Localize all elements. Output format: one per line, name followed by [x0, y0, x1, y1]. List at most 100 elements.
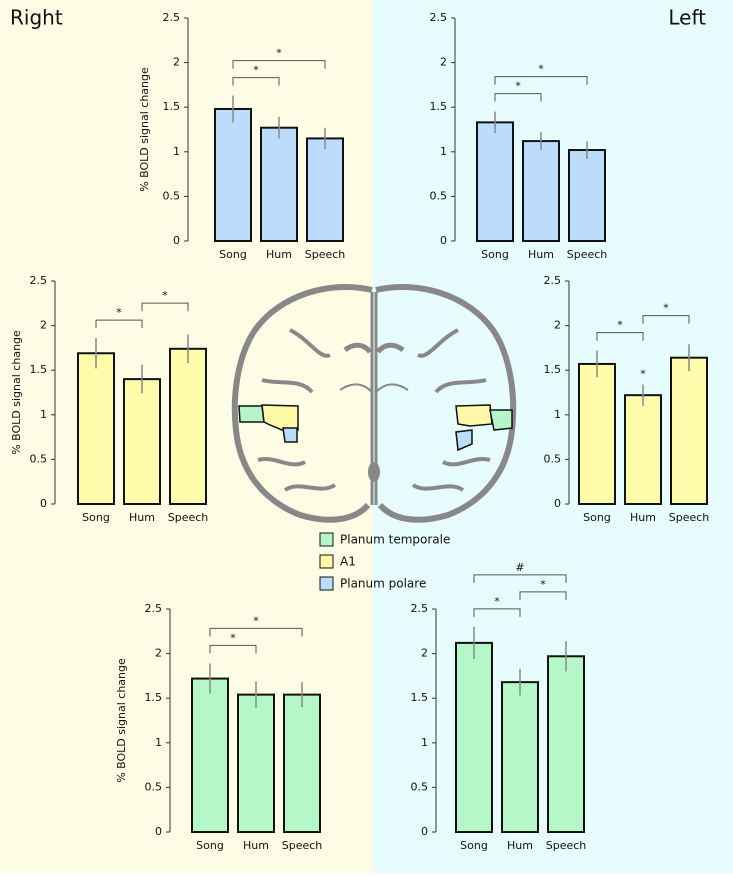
y-tick-label: 1 — [440, 145, 447, 158]
legend-label: Planum polare — [340, 577, 426, 591]
significance-label: * — [617, 319, 623, 332]
legend-swatch — [319, 576, 334, 591]
x-tick-label: Hum — [129, 511, 155, 524]
y-tick-label: 2.5 — [30, 274, 48, 287]
y-tick-label: 2 — [440, 56, 447, 69]
y-tick-label: 2.5 — [411, 602, 429, 615]
bar — [522, 140, 560, 242]
significance-marker: * — [640, 367, 646, 380]
y-tick-label: 0.5 — [163, 189, 181, 202]
bar — [501, 681, 539, 833]
y-tick-label: 0 — [40, 497, 47, 510]
y-tick-label: 0 — [440, 234, 447, 247]
bar — [77, 352, 115, 506]
legend-label: Planum temporale — [340, 533, 450, 547]
y-tick-label: 0 — [554, 497, 561, 510]
y-tick-label: 1 — [554, 408, 561, 421]
bar — [547, 655, 585, 833]
significance-label: * — [538, 63, 544, 76]
y-tick-label: 2 — [421, 647, 428, 660]
y-tick-label: 2 — [40, 319, 47, 332]
significance-bracket — [232, 77, 280, 86]
x-tick-label: Hum — [507, 839, 533, 852]
y-tick-label: 1 — [155, 736, 162, 749]
y-axis-label: % BOLD signal change — [115, 658, 128, 783]
y-tick-label: 2 — [554, 319, 561, 332]
y-tick-label: 2.5 — [430, 11, 448, 24]
y-tick-label: 0 — [173, 234, 180, 247]
y-tick-label: 0.5 — [411, 780, 429, 793]
significance-label: # — [515, 561, 524, 574]
y-tick-label: 0.5 — [544, 452, 562, 465]
y-tick-label: 0.5 — [145, 780, 163, 793]
x-tick-label: Song — [82, 511, 110, 524]
significance-bracket — [494, 76, 588, 85]
y-tick-label: 1.5 — [30, 363, 48, 376]
x-tick-label: Song — [460, 839, 488, 852]
y-tick-label: 2 — [155, 647, 162, 660]
bar — [123, 378, 161, 505]
hemisphere-label: Right — [10, 6, 63, 30]
y-tick-label: 1 — [173, 145, 180, 158]
significance-bracket — [642, 315, 690, 324]
significance-bracket — [209, 644, 257, 654]
bar — [283, 693, 321, 834]
significance-label: * — [276, 47, 282, 60]
bar — [306, 137, 344, 242]
significance-label: * — [540, 578, 546, 591]
y-tick-label: 1.5 — [145, 691, 163, 704]
bar — [670, 356, 708, 505]
y-tick-label: 1.5 — [430, 100, 448, 113]
y-tick-label: 1 — [40, 408, 47, 421]
x-tick-label: Song — [583, 511, 611, 524]
y-axis-label: % BOLD signal change — [10, 330, 23, 455]
x-tick-label: Hum — [630, 511, 656, 524]
x-tick-label: Speech — [305, 248, 346, 261]
significance-label: * — [253, 64, 259, 77]
y-tick-label: 1.5 — [544, 363, 562, 376]
x-tick-label: Hum — [243, 839, 269, 852]
x-tick-label: Song — [196, 839, 224, 852]
significance-bracket — [141, 302, 189, 312]
bar — [237, 693, 275, 834]
significance-label: * — [253, 614, 259, 627]
significance-bracket — [596, 332, 644, 341]
x-tick-label: Speech — [546, 839, 587, 852]
y-tick-label: 1.5 — [163, 100, 181, 113]
y-tick-label: 0.5 — [30, 452, 48, 465]
bar — [578, 362, 616, 505]
y-tick-label: 0.5 — [430, 189, 448, 202]
x-tick-label: Hum — [528, 248, 554, 261]
significance-bracket — [232, 60, 326, 69]
significance-label: * — [663, 302, 669, 315]
y-tick-label: 2 — [173, 56, 180, 69]
brain-regions — [238, 404, 513, 452]
x-tick-label: Speech — [168, 511, 209, 524]
legend-label: A1 — [340, 555, 356, 569]
hemisphere-label: Left — [668, 6, 706, 30]
significance-bracket — [473, 574, 567, 583]
bar — [455, 641, 493, 833]
significance-bracket — [209, 627, 303, 637]
y-axis-label: % BOLD signal change — [138, 67, 151, 192]
significance-label: * — [116, 306, 122, 319]
y-tick-label: 0 — [421, 825, 428, 838]
x-tick-label: Speech — [669, 511, 710, 524]
significance-label: * — [162, 289, 168, 302]
bar — [476, 121, 514, 242]
y-tick-label: 2.5 — [163, 11, 181, 24]
bar — [260, 126, 298, 242]
bar — [169, 347, 207, 505]
significance-bracket — [473, 608, 521, 617]
significance-label: * — [230, 631, 236, 644]
bar — [624, 394, 662, 505]
bar — [191, 677, 229, 833]
x-tick-label: Song — [219, 248, 247, 261]
y-tick-label: 1.5 — [411, 691, 429, 704]
y-tick-label: 2.5 — [145, 602, 163, 615]
bar — [214, 107, 252, 243]
significance-bracket — [95, 319, 143, 329]
x-tick-label: Hum — [266, 248, 292, 261]
brain-diagram — [231, 284, 517, 523]
